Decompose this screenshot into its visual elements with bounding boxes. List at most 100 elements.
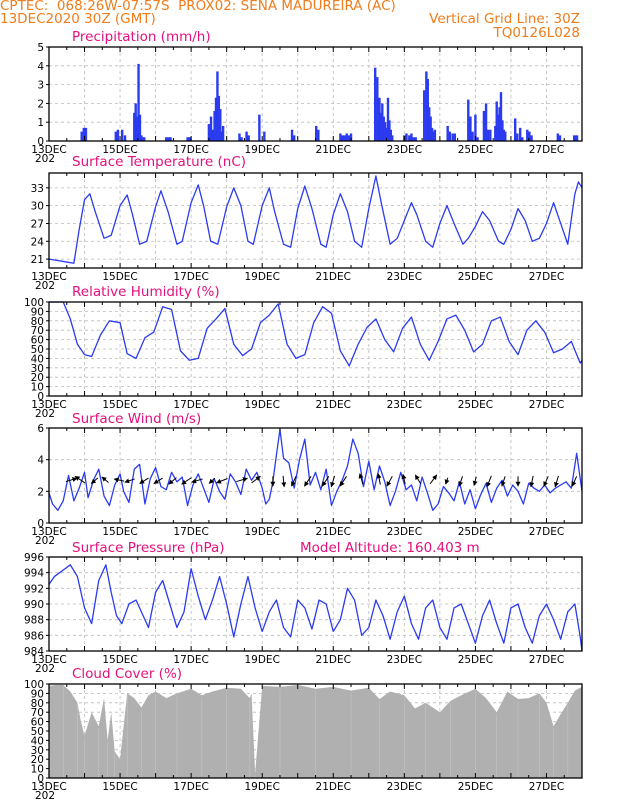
cloud-ytick-label: 90	[31, 688, 44, 700]
rh-title: Relative Humidity (%)	[72, 284, 220, 300]
wind-wind-arrow	[401, 473, 407, 485]
pressure-xtick-label: 13DEC	[31, 654, 66, 666]
precip-bar	[476, 137, 479, 141]
precip-bar	[446, 125, 449, 141]
precip-bar	[378, 97, 381, 141]
wind-wind-arrow	[458, 476, 464, 487]
precip-bar	[189, 137, 192, 141]
rh-xtick-label: 23DEC	[387, 399, 422, 411]
precip-xtick-label: 23DEC	[387, 144, 422, 156]
rh-ytick-label: 90	[31, 306, 44, 318]
wind-wind-arrow	[208, 477, 216, 484]
header-station-line: CPTEC: 068:26W-07:57S PROX02: SENA MADUR…	[0, 0, 396, 14]
precip-xtick-label: 13DEC	[31, 144, 66, 156]
precip-bar	[451, 133, 454, 141]
rh-line	[49, 301, 583, 367]
precip-bar	[382, 116, 385, 141]
precip-bar	[501, 120, 504, 141]
precip-bar	[213, 110, 216, 141]
wind-frame	[48, 427, 583, 524]
rh-xtick-label: 27DEC	[529, 399, 564, 411]
cloud-ytick-label: 10	[31, 764, 44, 776]
pressure-ytick-label: 988	[24, 615, 44, 627]
temp-xtick-label: 19DEC	[244, 271, 279, 283]
temp-ytick-label: 33	[31, 183, 44, 195]
wind-wind-arrow	[486, 475, 492, 488]
precip-bar	[482, 110, 486, 141]
wind-wind-arrow	[321, 476, 330, 487]
precip-bar	[518, 127, 522, 141]
precip-bar	[408, 135, 411, 141]
wind-wind-arrow	[74, 475, 86, 484]
precip-bar	[263, 131, 266, 141]
precip-bar	[82, 127, 86, 141]
pressure-xtick-label: 25DEC	[458, 654, 493, 666]
precip-bar	[186, 137, 189, 141]
precip-bar	[167, 137, 170, 141]
temp-ytick-label: 24	[31, 236, 45, 248]
rh-ytick-label: 60	[31, 335, 44, 347]
precip-ytick-label: 5	[37, 42, 44, 54]
precip-bar	[134, 103, 137, 141]
rh-year-label: 202	[35, 408, 55, 420]
precip-xtick-label: 17DEC	[173, 144, 208, 156]
rh-ytick-label: 30	[31, 363, 44, 375]
rh-xtick-label: 25DEC	[458, 399, 493, 411]
pressure-xtick-label: 19DEC	[244, 654, 279, 666]
precip-bar	[140, 135, 143, 141]
precip-bar	[430, 127, 434, 141]
rh-ytick-label: 70	[31, 325, 44, 337]
precip-bar	[116, 129, 120, 141]
precip-title: Precipitation (mm/h)	[72, 29, 211, 45]
precip-bar	[528, 131, 531, 141]
pressure-xtick-label: 17DEC	[173, 654, 208, 666]
precip-xtick-label: 25DEC	[458, 144, 493, 156]
wind-panel: 0 2 4 6 13DEC 15DEC 17DEC 19DEC 21DEC 23DEC 25DEC 2…	[31, 411, 583, 547]
precip-bar	[513, 118, 517, 141]
cloud-ytick-label: 40	[31, 735, 44, 747]
precip-bar	[414, 137, 417, 141]
precip-bar	[499, 92, 503, 141]
cloud-xtick-label: 27DEC	[529, 781, 564, 793]
cloud-xtick-label: 25DEC	[458, 781, 493, 793]
precip-bar	[432, 131, 435, 141]
precip-bar	[486, 129, 490, 141]
precip-bar	[381, 103, 384, 141]
wind-wind-arrow	[543, 476, 549, 487]
precip-xtick-label: 15DEC	[102, 144, 137, 156]
wind-wind-arrow	[251, 475, 261, 484]
precip-bar	[238, 133, 241, 141]
precip-bar	[84, 127, 88, 141]
rh-xtick-label: 19DEC	[244, 399, 279, 411]
precip-bar	[209, 116, 213, 141]
rh-ytick-label: 0	[37, 391, 44, 403]
pressure-xtick-label: 27DEC	[529, 654, 564, 666]
wind-wind-arrow	[330, 475, 336, 488]
wind-xtick-label: 27DEC	[529, 526, 564, 538]
precip-bar	[526, 129, 529, 141]
cloud-xtick-label: 19DEC	[244, 781, 279, 793]
precip-bar	[120, 129, 124, 141]
precip-bar	[211, 129, 215, 141]
precip-bar	[498, 107, 501, 141]
pressure-ytick-label: 994	[24, 568, 44, 580]
precip-panel: 0 1 2 3 4 5 13DEC 15DEC 17DEC 19DEC 21DEC 23DEC 25DE…	[31, 29, 583, 165]
pressure-title: Surface Pressure (hPa)	[72, 540, 225, 556]
wind-ytick-label: 6	[37, 423, 44, 435]
wind-line	[48, 428, 583, 511]
pressure-ytick-label: 986	[24, 630, 44, 642]
precip-bar	[373, 67, 377, 141]
wind-wind-arrow	[571, 476, 578, 487]
wind-title: Surface Wind (m/s)	[72, 411, 201, 427]
precip-bar	[138, 114, 142, 141]
precip-bar	[216, 71, 219, 141]
precip-ytick-label: 0	[37, 136, 44, 148]
header-run-time: 13DEC2020 30Z (GMT)	[0, 11, 156, 27]
rh-xtick-label: 13DEC	[31, 399, 66, 411]
precip-bar	[453, 133, 456, 141]
precip-bar	[385, 127, 388, 141]
pressure-year-label: 202	[35, 663, 55, 675]
wind-wind-arrow	[181, 477, 192, 485]
precip-xtick-label: 27DEC	[529, 144, 564, 156]
